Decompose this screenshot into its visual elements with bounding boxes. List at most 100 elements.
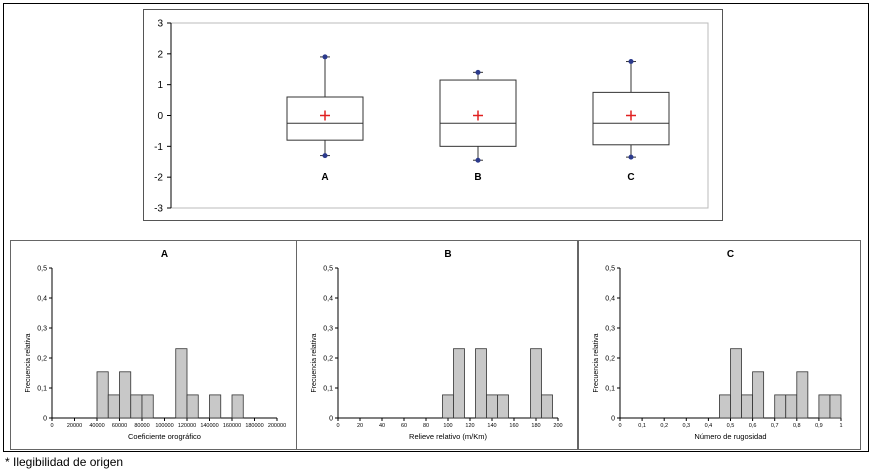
histogram-bar — [486, 394, 498, 419]
x-axis-label: Coeficiente orográfico — [128, 432, 201, 441]
x-tick-label: 180000 — [245, 423, 263, 429]
y-tick-label: -2 — [154, 173, 163, 184]
y-tick-label: 0,3 — [323, 326, 333, 333]
histogram-bar — [175, 348, 188, 419]
histogram-bar — [818, 394, 831, 419]
x-axis-label: Relieve relativo (m/Km) — [409, 432, 487, 441]
histogram-bar — [730, 348, 742, 419]
x-tick-label: 0 — [50, 423, 53, 429]
histogram-bar — [107, 394, 120, 419]
chart-title: C — [727, 249, 734, 260]
histogram-bar — [530, 348, 542, 419]
box-B: B — [439, 69, 517, 183]
histogram-bar — [829, 394, 842, 419]
x-tick-label: 0,6 — [749, 423, 757, 429]
box-C: C — [592, 59, 670, 183]
x-tick-label: 0,2 — [660, 423, 668, 429]
y-tick-label: 1 — [157, 80, 163, 91]
footnote: * Ilegibilidad de origen — [5, 455, 124, 469]
box-plot-chart: 3 2 1 0 -1 -2 -3 A B C — [143, 9, 723, 221]
y-axis-label: Frecuencia relativa — [593, 333, 600, 392]
y-tick-label: 0,2 — [37, 356, 47, 363]
histogram-bar — [130, 394, 143, 419]
x-tick-label: 80000 — [134, 423, 149, 429]
x-tick-label: 0,8 — [793, 423, 801, 429]
y-tick-label: 0,5 — [323, 266, 333, 273]
min-point — [475, 157, 481, 163]
histogram-bar — [209, 394, 222, 419]
y-tick-label: 0,5 — [605, 266, 615, 273]
min-point — [322, 153, 328, 159]
x-tick-label: 140 — [487, 423, 496, 429]
x-tick-label: 100000 — [155, 423, 173, 429]
x-axis-label: Número de rugosidad — [694, 432, 766, 441]
histogram-bar — [796, 371, 809, 419]
y-tick-label: 0,4 — [605, 296, 615, 303]
category-label: C — [627, 172, 634, 183]
x-tick-label: 140000 — [200, 423, 218, 429]
x-tick-label: 80 — [423, 423, 429, 429]
histogram-bar — [741, 394, 754, 419]
y-tick-label: -3 — [154, 204, 163, 215]
figure-frame — [3, 3, 869, 452]
histogram-b: B 0 0,1 0,2 0,3 0,4 0,5 0 20 40 60 80 100 120 140 160 18… — [296, 240, 578, 450]
y-tick-label: 0,1 — [323, 386, 333, 393]
x-tick-label: 120000 — [178, 423, 196, 429]
y-axis-label: Frecuencia relativa — [25, 333, 32, 392]
y-tick-label: 0,5 — [37, 266, 47, 273]
x-tick-label: 20000 — [67, 423, 82, 429]
histogram-bar — [785, 394, 798, 419]
histogram-bar — [774, 394, 787, 419]
x-tick-label: 160000 — [223, 423, 241, 429]
x-tick-label: 40000 — [89, 423, 104, 429]
min-point — [628, 154, 634, 160]
histogram-bar — [541, 394, 553, 419]
max-point — [628, 59, 634, 65]
y-tick-label: 0 — [611, 416, 615, 423]
histogram-bar — [752, 371, 765, 419]
x-tick-label: 20 — [357, 423, 363, 429]
max-point — [322, 54, 328, 60]
histogram-bar — [475, 348, 487, 419]
category-label: A — [321, 172, 328, 183]
x-tick-label: 0 — [336, 423, 339, 429]
y-tick-label: 0,1 — [605, 386, 615, 393]
x-tick-label: 60 — [401, 423, 407, 429]
histogram-bar — [96, 371, 109, 419]
histogram-c: C 0 0,1 0,2 0,3 0,4 0,5 0 0,1 0,2 0,3 0,4 0,5 0,6 0,7 0… — [578, 240, 861, 450]
histogram-bar — [453, 348, 465, 419]
x-tick-label: 40 — [379, 423, 385, 429]
box-A: A — [286, 54, 364, 183]
x-tick-label: 0,5 — [727, 423, 735, 429]
max-point — [475, 69, 481, 75]
histogram-bar — [119, 371, 132, 419]
x-tick-label: 0,9 — [815, 423, 823, 429]
y-tick-label: 3 — [157, 19, 163, 30]
y-tick-label: 0,3 — [37, 326, 47, 333]
y-tick-label: 0,4 — [37, 296, 47, 303]
histogram-bar — [231, 394, 244, 419]
y-tick-label: 0,2 — [323, 356, 333, 363]
x-tick-label: 160 — [509, 423, 518, 429]
x-tick-label: 120 — [465, 423, 474, 429]
y-tick-label: 0,1 — [37, 386, 47, 393]
x-tick-label: 100 — [443, 423, 452, 429]
x-tick-label: 1 — [839, 423, 842, 429]
y-tick-label: 0,3 — [605, 326, 615, 333]
x-tick-label: 200 — [553, 423, 562, 429]
y-axis-label: Frecuencia relativa — [311, 333, 318, 392]
x-tick-label: 0,3 — [682, 423, 690, 429]
y-tick-label: -1 — [154, 142, 163, 153]
histogram-bar — [719, 394, 731, 419]
x-tick-label: 180 — [531, 423, 540, 429]
y-tick-label: 0,2 — [605, 356, 615, 363]
chart-title: B — [444, 249, 451, 260]
x-tick-label: 0,4 — [705, 423, 713, 429]
histogram-bar — [141, 394, 154, 419]
histogram-bar — [497, 394, 509, 419]
y-tick-label: 0 — [157, 111, 163, 122]
x-tick-label: 0,1 — [638, 423, 646, 429]
y-tick-label: 0 — [43, 416, 47, 423]
histogram-a: A 0 0,1 0,2 0,3 0,4 0,5 0 20000 40000 60000 80000 10… — [10, 240, 297, 450]
y-tick-label: 0 — [329, 416, 333, 423]
